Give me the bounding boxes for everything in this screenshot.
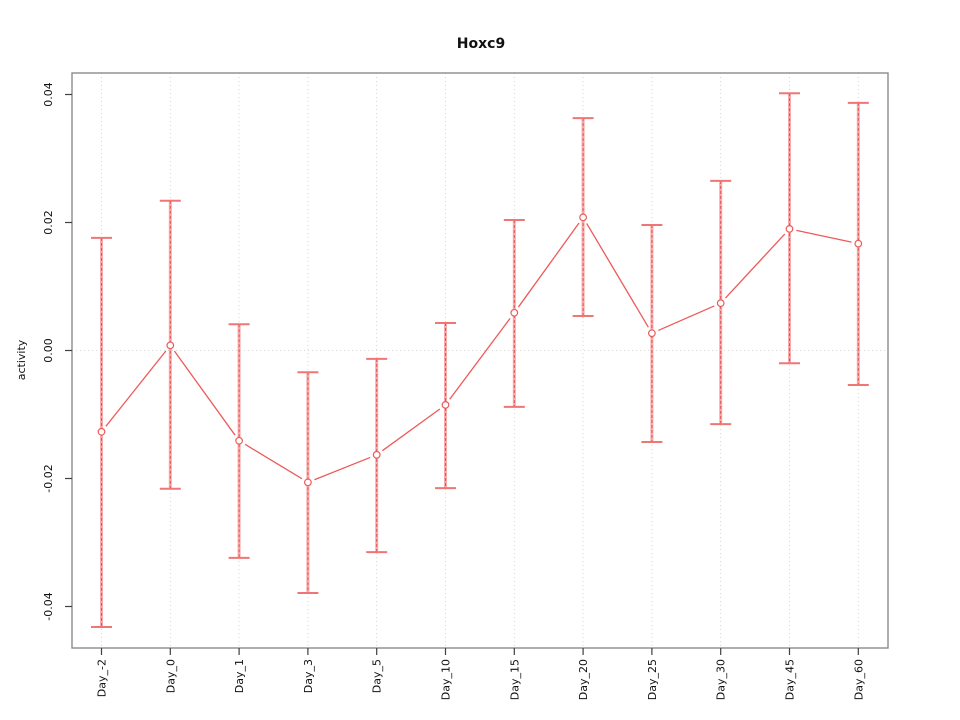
data-point-marker: [579, 213, 587, 222]
data-point-marker: [166, 341, 175, 350]
data-point-marker: [372, 450, 381, 459]
x-tick-label: Day_60: [852, 659, 865, 700]
x-tick-label: Day_20: [577, 659, 590, 700]
data-point-marker: [304, 478, 312, 487]
series-segment: [244, 443, 303, 480]
axis-layer: 0.04 0.02 0.00 -0.02 -0.04 Day_-2 Day_0 Day_1 Da…: [42, 72, 889, 700]
data-point-marker: [235, 436, 244, 445]
series-segment: [724, 233, 786, 299]
chart-title: Hoxc9: [457, 36, 505, 52]
x-tick-label: Day_30: [715, 659, 728, 700]
x-tick-label: Day_25: [646, 659, 659, 700]
series-segment: [517, 222, 580, 308]
x-tick-label: Day_45: [784, 659, 797, 700]
x-tick-label: Day_-2: [96, 659, 109, 697]
series-segment: [105, 350, 167, 427]
x-tick-label: Day_3: [302, 659, 315, 693]
series-segment: [658, 305, 715, 332]
data-point-marker: [441, 401, 450, 409]
series-segment: [796, 229, 852, 243]
y-tick-label: -0.04: [42, 592, 55, 620]
y-axis-label: activity: [15, 339, 28, 380]
x-tick-label: Day_1: [233, 659, 246, 693]
y-tick-label: -0.02: [42, 464, 55, 492]
data-point-marker: [510, 308, 519, 317]
series-segment: [173, 350, 236, 436]
x-tick-label: Day_10: [440, 659, 453, 700]
grid-layer: [72, 73, 888, 648]
data-point-marker: [854, 239, 863, 248]
plot-box: [71, 72, 889, 649]
x-tick-label: Day_0: [164, 659, 177, 693]
x-tick-label: Day_5: [371, 659, 384, 693]
data-layer: [91, 92, 869, 628]
y-tick-label: 0.00: [42, 338, 55, 363]
series-segment: [449, 317, 511, 400]
series-segment: [381, 408, 441, 452]
data-point-marker: [648, 329, 656, 338]
data-point-marker: [785, 224, 794, 233]
series-segment: [314, 456, 371, 481]
x-tick-label: Day_15: [508, 659, 521, 700]
data-point-marker: [716, 299, 725, 308]
data-point-marker: [97, 427, 106, 436]
series-segment: [586, 223, 649, 328]
y-tick-label: 0.02: [42, 210, 55, 235]
y-tick-label: 0.04: [42, 82, 55, 107]
